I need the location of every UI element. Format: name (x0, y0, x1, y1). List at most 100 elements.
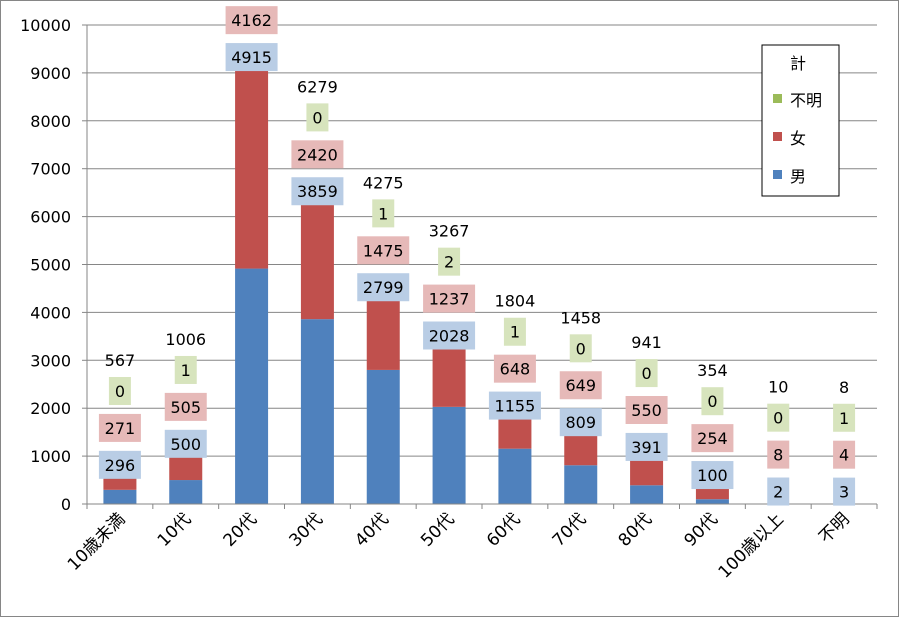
data-label-box-female (291, 140, 344, 169)
y-tick-label: 7000 (30, 160, 71, 179)
x-tick-label: 20代 (220, 509, 261, 550)
data-label-box-male (357, 273, 410, 302)
bar-segment-male (169, 480, 203, 504)
x-tick-label: 40代 (351, 509, 392, 550)
legend-swatch-unknown (773, 94, 782, 103)
legend: 計 不明 女 男 (761, 44, 840, 197)
total-labels: 5671006908062794275326718041458941354108 (105, 77, 850, 397)
total-label: 1804 (495, 292, 536, 311)
bar-segment-male (366, 369, 400, 504)
data-label-box-unknown (569, 334, 592, 363)
total-label: 8 (839, 378, 849, 397)
data-label-unknown: 0 (707, 392, 717, 411)
x-tick-label: 不明 (815, 509, 853, 547)
data-label-box-unknown (635, 359, 658, 388)
bar-segment-male (498, 448, 532, 504)
bar-segment-male (564, 465, 598, 504)
data-label-unknown: 0 (576, 339, 586, 358)
data-label-box-male (423, 321, 476, 350)
data-label-female: 649 (565, 376, 596, 395)
bar-segment-male (300, 319, 334, 504)
data-label-box-female (767, 440, 790, 469)
bar-segment-male (695, 499, 729, 504)
data-label-box-unknown (767, 403, 790, 432)
data-label-female: 271 (105, 419, 136, 438)
y-tick-label: 3000 (30, 351, 71, 370)
x-tick-label: 10代 (154, 509, 195, 550)
y-tick-label: 8000 (30, 112, 71, 131)
gridlines (82, 24, 877, 505)
data-label-unknown: 2 (444, 253, 454, 272)
data-label-unknown: 1 (510, 323, 520, 342)
y-tick-label: 0 (61, 495, 71, 514)
x-tick-label: 70代 (549, 509, 590, 550)
y-tick-label: 10000 (20, 16, 71, 35)
total-label: 4275 (363, 173, 404, 192)
data-label-box-female (423, 284, 476, 313)
data-label-box-male (225, 43, 278, 72)
legend-swatch-male (773, 170, 782, 179)
data-label-box-female (98, 413, 141, 442)
x-tick-label: 80代 (615, 509, 656, 550)
data-label-box-male (291, 177, 344, 206)
bar-segment-female (630, 458, 664, 486)
bar-segment-female (103, 476, 137, 490)
data-label-male: 2 (773, 483, 783, 502)
data-label-box-female (357, 236, 410, 265)
data-label-male: 296 (105, 456, 136, 475)
total-label: 3267 (429, 222, 470, 241)
data-label-unknown: 0 (641, 364, 651, 383)
data-label-box-female (225, 6, 278, 35)
data-label-male: 391 (631, 438, 662, 457)
data-label-box-unknown (503, 317, 526, 346)
y-tick-label: 2000 (30, 399, 71, 418)
data-label-female: 2420 (297, 145, 338, 164)
bar-segment-female (564, 434, 598, 466)
bar-segment-male (432, 406, 466, 504)
data-label-box-unknown (701, 387, 724, 416)
data-label-box-unknown (306, 103, 329, 132)
x-tick-label: 100歳以上 (715, 509, 788, 582)
data-label-box-unknown (438, 247, 461, 276)
legend-label-unknown: 不明 (790, 91, 822, 110)
x-tick-label: 50代 (417, 509, 458, 550)
y-tick-label: 4000 (30, 303, 71, 322)
y-tick-label: 9000 (30, 64, 71, 83)
data-label-male: 4915 (231, 48, 272, 67)
data-label-box-male (164, 429, 207, 458)
legend-title: 計 (790, 54, 806, 73)
x-tick-label: 30代 (285, 509, 326, 550)
data-label-box-unknown (108, 376, 131, 405)
data-label-unknown: 0 (773, 409, 783, 428)
data-label-box-female (691, 424, 734, 453)
bar-segment-female (169, 455, 203, 481)
bar-segment-male (630, 485, 664, 504)
data-label-male: 100 (697, 466, 728, 485)
data-label-male: 2028 (429, 327, 470, 346)
y-axis-ticks: 0 1000 2000 3000 4000 5000 6000 7000 8000 9000 100… (20, 16, 71, 514)
data-label-female: 4162 (231, 11, 272, 30)
y-tick-label: 1000 (30, 447, 71, 466)
bar-segment-female (300, 203, 334, 320)
data-label-unknown: 1 (181, 361, 191, 380)
data-label-unknown: 1 (839, 409, 849, 428)
bar-segment-male (103, 489, 137, 504)
data-label-box-male (833, 477, 856, 506)
data-label-male: 500 (170, 435, 201, 454)
data-label-box-female (625, 396, 668, 425)
data-label-box-male (767, 477, 790, 506)
total-label: 941 (631, 333, 662, 352)
data-label-box-female (559, 371, 602, 400)
total-label: 1006 (165, 330, 206, 349)
bars (103, 69, 861, 505)
total-label: 354 (697, 361, 728, 380)
y-tick-label: 5000 (30, 256, 71, 275)
total-label: 567 (105, 351, 136, 370)
data-label-female: 8 (773, 446, 783, 465)
total-label: 10 (768, 378, 788, 397)
x-tick-label: 90代 (680, 509, 721, 550)
data-label-female: 1475 (363, 241, 404, 260)
